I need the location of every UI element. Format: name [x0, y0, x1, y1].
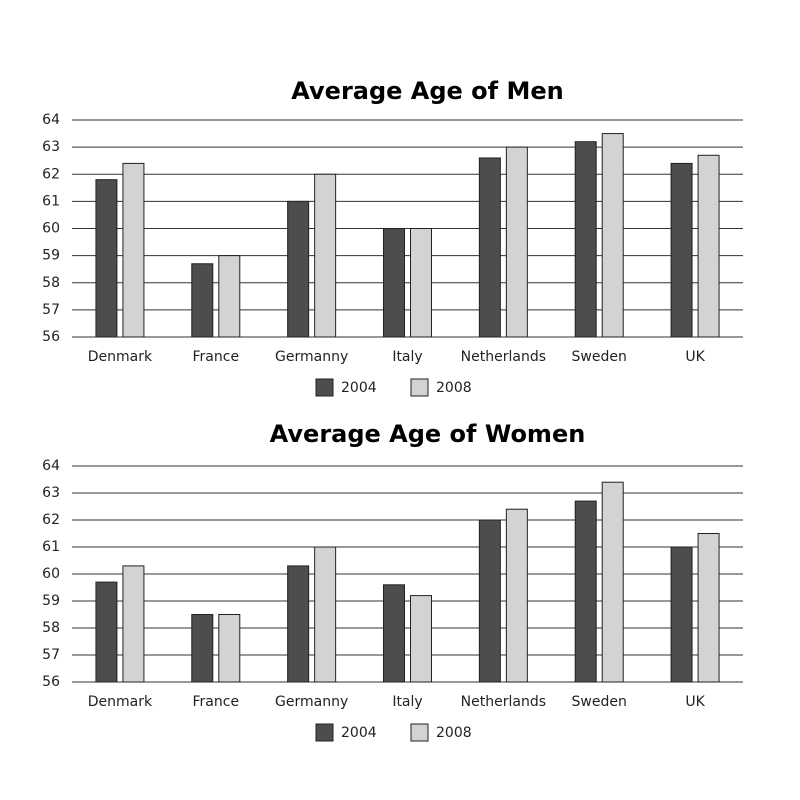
- x-tick-label: Denmark: [88, 349, 153, 365]
- legend-label: 2004: [341, 380, 377, 396]
- bar: [574, 500, 597, 683]
- bar: [697, 154, 720, 338]
- y-tick-label: 60: [42, 221, 60, 237]
- bar: [601, 133, 624, 338]
- y-tick-label: 62: [42, 512, 60, 528]
- bar: [670, 546, 693, 683]
- y-tick-label: 59: [42, 248, 60, 264]
- bar: [478, 519, 501, 683]
- chart-title: Average Age of Men: [291, 77, 563, 105]
- x-tick-label: France: [193, 349, 240, 365]
- legend-swatch: [410, 723, 429, 742]
- y-tick-label: 58: [42, 620, 60, 636]
- bar: [410, 228, 432, 338]
- x-tick-label: Sweden: [572, 349, 627, 365]
- bar: [287, 565, 310, 683]
- y-tick-label: 61: [42, 193, 60, 209]
- bar: [122, 162, 145, 338]
- legend-swatch: [315, 378, 334, 397]
- legend-swatch: [315, 723, 334, 742]
- legend-label: 2008: [436, 380, 472, 396]
- bar: [478, 157, 501, 338]
- bar: [383, 584, 405, 683]
- bar: [601, 481, 624, 683]
- bar: [505, 508, 528, 683]
- y-tick-label: 64: [42, 112, 60, 128]
- bar: [505, 146, 528, 338]
- legend-label: 2008: [436, 725, 472, 741]
- y-tick-label: 58: [42, 275, 60, 291]
- bar: [218, 255, 241, 338]
- x-tick-label: Germanny: [275, 694, 348, 710]
- bar: [122, 565, 145, 683]
- bar: [314, 546, 337, 683]
- bar: [410, 595, 432, 683]
- x-tick-label: Germanny: [275, 349, 348, 365]
- legend-label: 2004: [341, 725, 377, 741]
- y-tick-label: 57: [42, 647, 60, 663]
- y-tick-label: 64: [42, 458, 60, 474]
- x-tick-label: UK: [685, 349, 705, 365]
- bar: [574, 141, 597, 338]
- legend-swatch: [410, 378, 429, 397]
- bar: [95, 581, 118, 683]
- x-tick-label: Netherlands: [461, 694, 546, 710]
- x-tick-label: Denmark: [88, 694, 153, 710]
- y-tick-label: 59: [42, 593, 60, 609]
- x-tick-label: France: [193, 694, 240, 710]
- y-tick-label: 63: [42, 485, 60, 501]
- bar: [697, 533, 720, 683]
- y-tick-label: 56: [42, 674, 60, 690]
- x-tick-label: Netherlands: [461, 349, 546, 365]
- bar: [287, 200, 310, 338]
- bar: [314, 173, 337, 338]
- y-tick-label: 57: [42, 302, 60, 318]
- y-tick-label: 56: [42, 329, 60, 345]
- x-tick-label: Sweden: [572, 694, 627, 710]
- y-tick-label: 63: [42, 139, 60, 155]
- bar: [218, 614, 241, 683]
- y-tick-label: 60: [42, 566, 60, 582]
- y-tick-label: 61: [42, 539, 60, 555]
- x-tick-label: UK: [685, 694, 705, 710]
- x-tick-label: Italy: [392, 694, 422, 710]
- x-tick-label: Italy: [392, 349, 422, 365]
- y-tick-label: 62: [42, 166, 60, 182]
- bar: [191, 614, 214, 683]
- bar: [191, 263, 214, 338]
- bar: [95, 179, 118, 338]
- bar: [383, 228, 405, 338]
- chart-title: Average Age of Women: [270, 420, 586, 448]
- bar: [670, 162, 693, 338]
